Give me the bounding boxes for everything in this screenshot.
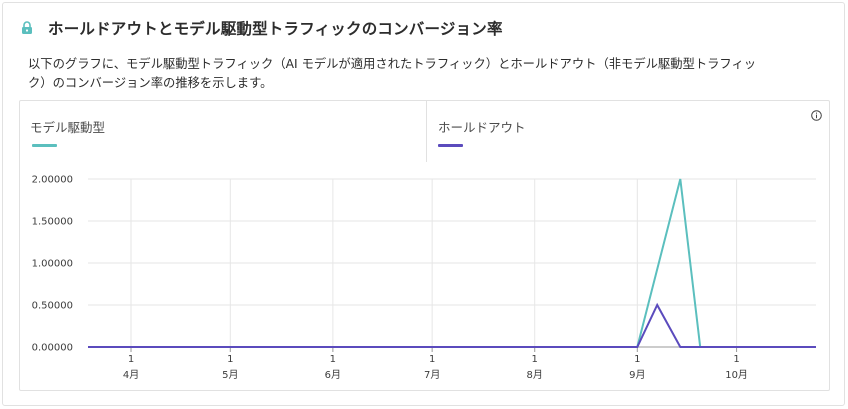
line-chart: 0.00000 0.50000 1.00000 1.50000 2.00000 1 4月 1 5…: [20, 101, 831, 392]
card-title: ホールドアウトとモデル駆動型トラフィックのコンバージョン率: [48, 17, 503, 39]
card-description: 以下のグラフに、モデル駆動型トラフィック（AI モデルが適用されたトラフィック）…: [28, 55, 758, 93]
lock-icon: [21, 21, 33, 35]
x-tick-month-label: 7月: [424, 369, 440, 381]
x-tick-month-label: 5月: [222, 369, 238, 381]
y-tick-label: 2.00000: [32, 175, 73, 186]
x-tick-month-label: 10月: [725, 369, 748, 381]
y-tick-label: 0.50000: [32, 301, 73, 312]
card-header: ホールドアウトとモデル駆動型トラフィックのコンバージョン率: [21, 17, 503, 39]
x-tick-day-label: 1: [429, 354, 435, 365]
x-tick-day-label: 1: [733, 354, 739, 365]
x-tick-day-label: 1: [128, 354, 134, 365]
x-tick-day-label: 1: [227, 354, 233, 365]
series-line-holdout: [88, 305, 816, 347]
x-tick-month-label: 4月: [123, 369, 139, 381]
x-tick-day-label: 1: [634, 354, 640, 365]
x-tick-day-label: 1: [532, 354, 538, 365]
y-tick-label: 1.00000: [32, 259, 73, 270]
chart-panel: モデル駆動型 ホールドアウト 0.00000 0.50000 1.00000 1.50…: [19, 100, 830, 391]
x-tick-month-label: 8月: [527, 369, 543, 381]
x-tick-month-label: 6月: [325, 369, 341, 381]
y-tick-label: 1.50000: [32, 217, 73, 228]
x-tick-day-label: 1: [330, 354, 336, 365]
y-tick-label: 0.00000: [32, 343, 73, 354]
x-tick-month-label: 9月: [629, 369, 645, 381]
